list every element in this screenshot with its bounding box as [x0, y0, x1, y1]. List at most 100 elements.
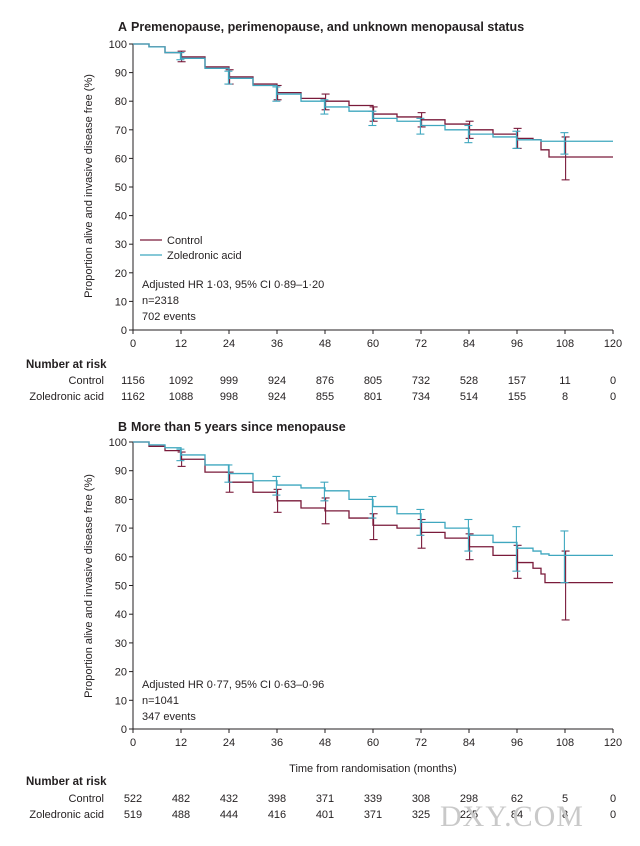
x-tick-label: 120	[604, 338, 622, 350]
ci-bar-zoledronic	[320, 481, 329, 502]
y-tick-label: 40	[115, 609, 127, 621]
risk-value: 298	[460, 793, 478, 805]
panel-b-n: n=1041	[142, 695, 179, 707]
risk-value: 1092	[169, 375, 193, 387]
panel-b-x-axis-label: Time from randomisation (months)	[289, 763, 457, 775]
panel-a-n: n=2318	[142, 295, 179, 307]
risk-value: 998	[220, 391, 238, 403]
y-tick-label: 100	[109, 437, 127, 449]
x-tick-label: 36	[271, 338, 283, 350]
legend-control-label: Control	[167, 235, 202, 247]
risk-value: 519	[124, 809, 142, 821]
risk-value: 1088	[169, 391, 193, 403]
risk-values: 1156 1092 999 924 876 805 732 528 157 11 0 1162 1088…	[121, 375, 616, 403]
risk-value: 0	[610, 391, 616, 403]
risk-values: 522 482 432 398 371 339 308 298 62 5 0 519 488 444 416…	[124, 793, 616, 821]
ci-bar-control	[417, 518, 426, 549]
ci-bar-zoledronic	[512, 130, 521, 149]
x-tick-label: 108	[556, 737, 574, 749]
panel-a-axes: 0 10 20 30 40 50 60 70 80 90 100 0 12 24 36 48 60 72 84 96 1…	[109, 39, 623, 350]
ci-bar-zoledronic	[560, 132, 569, 155]
risk-value: 157	[508, 375, 526, 387]
risk-value: 482	[172, 793, 190, 805]
risk-value: 432	[220, 793, 238, 805]
x-tick-label: 48	[319, 338, 331, 350]
risk-row-label-control: Control	[69, 793, 104, 805]
y-tick-label: 20	[115, 667, 127, 679]
series-line-zoledronic	[133, 441, 613, 557]
x-tick-label: 0	[130, 737, 136, 749]
panel-b-events: 347 events	[142, 711, 196, 723]
ci-bar-zoledronic	[416, 117, 425, 135]
panel-b: B More than 5 years since menopause Prop…	[26, 420, 622, 821]
y-tick-label: 20	[115, 268, 127, 280]
risk-value: 805	[364, 375, 382, 387]
y-tick-label: 100	[109, 39, 127, 51]
risk-value: 0	[610, 375, 616, 387]
y-tick-label: 70	[115, 125, 127, 137]
x-tick-label: 108	[556, 338, 574, 350]
panel-a-series	[133, 43, 613, 181]
panel-a-legend: Control Zoledronic acid	[140, 235, 242, 262]
series-line-zoledronic	[133, 43, 613, 142]
risk-value: 8	[562, 391, 568, 403]
x-tick-label: 48	[319, 737, 331, 749]
risk-value: 801	[364, 391, 382, 403]
y-tick-label: 50	[115, 581, 127, 593]
y-tick-label: 70	[115, 523, 127, 535]
risk-value: 11	[559, 375, 570, 387]
risk-row-label-control: Control	[69, 375, 104, 387]
watermark: DXY.COM	[440, 800, 584, 833]
ci-bar-zoledronic	[368, 110, 377, 127]
risk-value: 339	[364, 793, 382, 805]
x-tick-label: 36	[271, 737, 283, 749]
ci-bar-control	[513, 544, 522, 579]
x-tick-label: 120	[604, 737, 622, 749]
risk-value: 398	[268, 793, 286, 805]
risk-value: 84	[511, 809, 523, 821]
ci-bar-zoledronic	[320, 99, 329, 115]
ci-bar-zoledronic	[560, 530, 569, 584]
panel-b-title: More than 5 years since menopause	[131, 420, 346, 434]
x-tick-label: 12	[175, 338, 187, 350]
series-line-control	[133, 43, 613, 158]
risk-value: 371	[316, 793, 334, 805]
y-tick-label: 30	[115, 239, 127, 251]
risk-value: 1156	[121, 375, 145, 387]
ci-bar-zoledronic	[176, 52, 185, 61]
panel-b-hr: Adjusted HR 0·77, 95% CI 0·63–0·96	[142, 679, 324, 691]
panel-b-axes: 0 10 20 30 40 50 60 70 80 90 100 0 12 24 36 48 60 72 84 96 1…	[109, 437, 623, 749]
y-tick-label: 0	[121, 325, 127, 337]
risk-row-label-zoledronic: Zoledronic acid	[29, 391, 104, 403]
panel-a-events: 702 events	[142, 311, 196, 323]
risk-value: 325	[412, 809, 430, 821]
ci-bar-zoledronic	[464, 124, 473, 144]
ci-bar-control	[321, 497, 330, 525]
y-tick-label: 0	[121, 724, 127, 736]
risk-value: 876	[316, 375, 334, 387]
risk-value: 225	[460, 809, 478, 821]
risk-value: 855	[316, 391, 334, 403]
risk-value: 732	[412, 375, 430, 387]
risk-value: 734	[412, 391, 430, 403]
risk-value: 924	[268, 391, 286, 403]
risk-value: 5	[562, 793, 568, 805]
panel-a-risk-table: Number at risk Control Zoledronic acid 1…	[26, 359, 616, 403]
y-tick-label: 50	[115, 182, 127, 194]
y-tick-label: 80	[115, 494, 127, 506]
risk-value: 401	[316, 809, 334, 821]
x-tick-label: 24	[223, 737, 235, 749]
x-tick-label: 84	[463, 338, 475, 350]
panel-b-series	[133, 441, 613, 621]
ci-bar-zoledronic	[176, 448, 185, 462]
risk-value: 528	[460, 375, 478, 387]
panel-a-letter: A	[118, 20, 127, 34]
y-tick-label: 90	[115, 68, 127, 80]
ci-bar-zoledronic	[224, 464, 233, 483]
y-tick-label: 60	[115, 153, 127, 165]
ci-bar-zoledronic	[368, 495, 377, 519]
risk-table-header: Number at risk	[26, 776, 107, 788]
panel-b-letter: B	[118, 420, 127, 434]
ci-bar-zoledronic	[272, 86, 281, 102]
